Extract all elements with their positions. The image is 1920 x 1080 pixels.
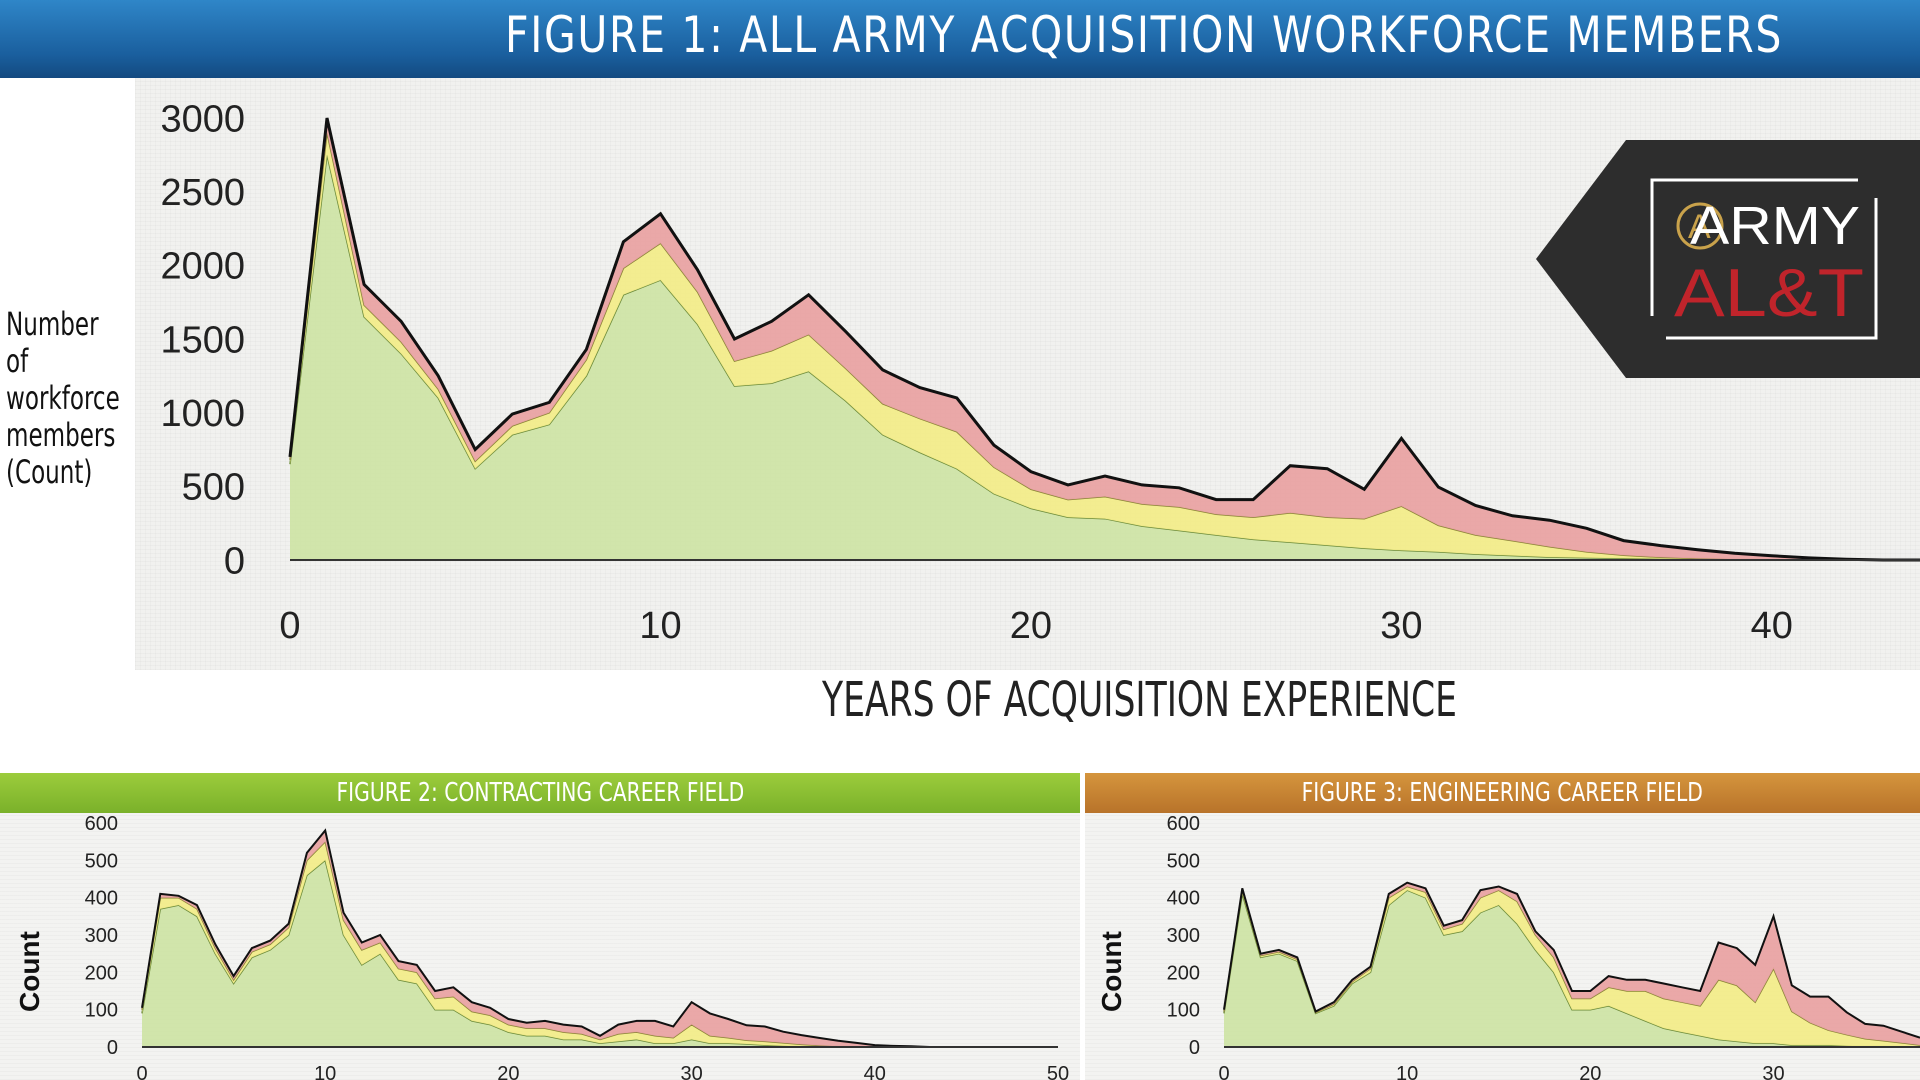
fig2-x-tick-label: 50 [1047,1063,1069,1080]
fig2-x-tick-label: 20 [497,1063,519,1080]
fig2-y-tick-label: 100 [85,1000,118,1022]
fig3-y-tick-label: 500 [1167,850,1200,872]
fig3-x-tick-label: 20 [1579,1063,1601,1080]
figure2-header: FIGURE 2: CONTRACTING CAREER FIELD [0,773,1080,813]
logo-alt-text: AL&T [1674,255,1864,331]
figure1-title: FIGURE 1: ALL ARMY ACQUISITION WORKFORCE… [505,6,1784,64]
fig3-plot-area [1223,881,1920,1048]
ylabel-line: (Count) [6,453,93,491]
logo-frame-cut [1632,316,1666,350]
fig3-series-2-area [1224,886,1920,1047]
fig3-x-tick-label: 10 [1396,1063,1418,1080]
logo-frame-cut [1858,168,1898,198]
logo-monogram-ring [1676,202,1724,250]
fig3-series-1-area [1224,890,1920,1047]
fig3-x-tick-label: 0 [1218,1063,1229,1080]
fig1-x-tick-label: 30 [1380,605,1422,647]
logo-frame [1650,178,1878,340]
fig1-x-tick-label: 40 [1751,605,1793,647]
logo-army-text: ARMY [1690,196,1860,256]
fig2-y-tick-label: 300 [85,925,118,947]
fig3-series-3-line [1223,881,1920,1039]
fig2-y-tick-label: 500 [85,850,118,872]
fig1-y-tick-label: 1500 [160,319,245,361]
fig2-x-tick-label: 30 [680,1063,702,1080]
fig2-y-tick-label: 200 [85,962,118,984]
fig1-y-tick-label: 2000 [160,246,245,288]
fig1-y-tick-label: 3000 [160,98,245,140]
fig2-x-tick-label: 40 [864,1063,886,1080]
fig1-y-tick-label: 0 [224,540,245,582]
logo-monogram: A [1688,208,1711,246]
fig1-plot-area [288,117,1920,562]
fig2-x-tick-label: 10 [314,1063,336,1080]
fig3-y-tick-label: 400 [1167,888,1200,910]
fig1-x-tick-label: 20 [1010,605,1052,647]
fig3-x-tick-label: 30 [1762,1063,1784,1080]
fig1-x-tick-label: 0 [279,605,300,647]
title-banner: FIGURE 1: ALL ARMY ACQUISITION WORKFORCE… [0,0,1920,78]
fig1-y-tick-label: 500 [182,467,245,509]
fig3-y-tick-label: 100 [1167,1000,1200,1022]
fig2-plot-area [141,828,1058,1048]
fig2-series-1-area [142,860,1058,1047]
fig1-series-3-line [288,117,1920,562]
army-alt-logo: A ARMY AL&T [1536,140,1920,378]
fig1-y-tick-label: 1000 [160,393,245,435]
figure3-header: FIGURE 3: ENGINEERING CAREER FIELD [1085,773,1920,813]
figure2-title: FIGURE 2: CONTRACTING CAREER FIELD [336,778,744,808]
fig3-y-tick-label: 200 [1167,962,1200,984]
fig3-y-tick-label: 600 [1167,813,1200,835]
figure1-y-axis-label: Number of workforce members (Count) [6,305,120,491]
fig2-y-tick-label: 0 [107,1037,118,1059]
figure3-title: FIGURE 3: ENGINEERING CAREER FIELD [1301,778,1704,808]
fig1-x-tick-label: 10 [639,605,681,647]
fig1-y-tick-label: 2500 [160,172,245,214]
fig3-y-tick-label: 300 [1167,925,1200,947]
ylabel-line: members [6,416,116,454]
fig1-series-1-area [290,154,1920,561]
ylabel-line: Number of [6,305,99,380]
fig2-x-tick-label: 0 [136,1063,147,1080]
figure1-x-axis-label: YEARS OF ACQUISITION EXPERIENCE [822,672,1457,728]
fig2-y-tick-label: 400 [85,888,118,910]
fig2-y-tick-label: 600 [85,813,118,835]
fig3-series-3-area [1224,882,1920,1046]
fig3-y-tick-label: 0 [1189,1037,1200,1059]
